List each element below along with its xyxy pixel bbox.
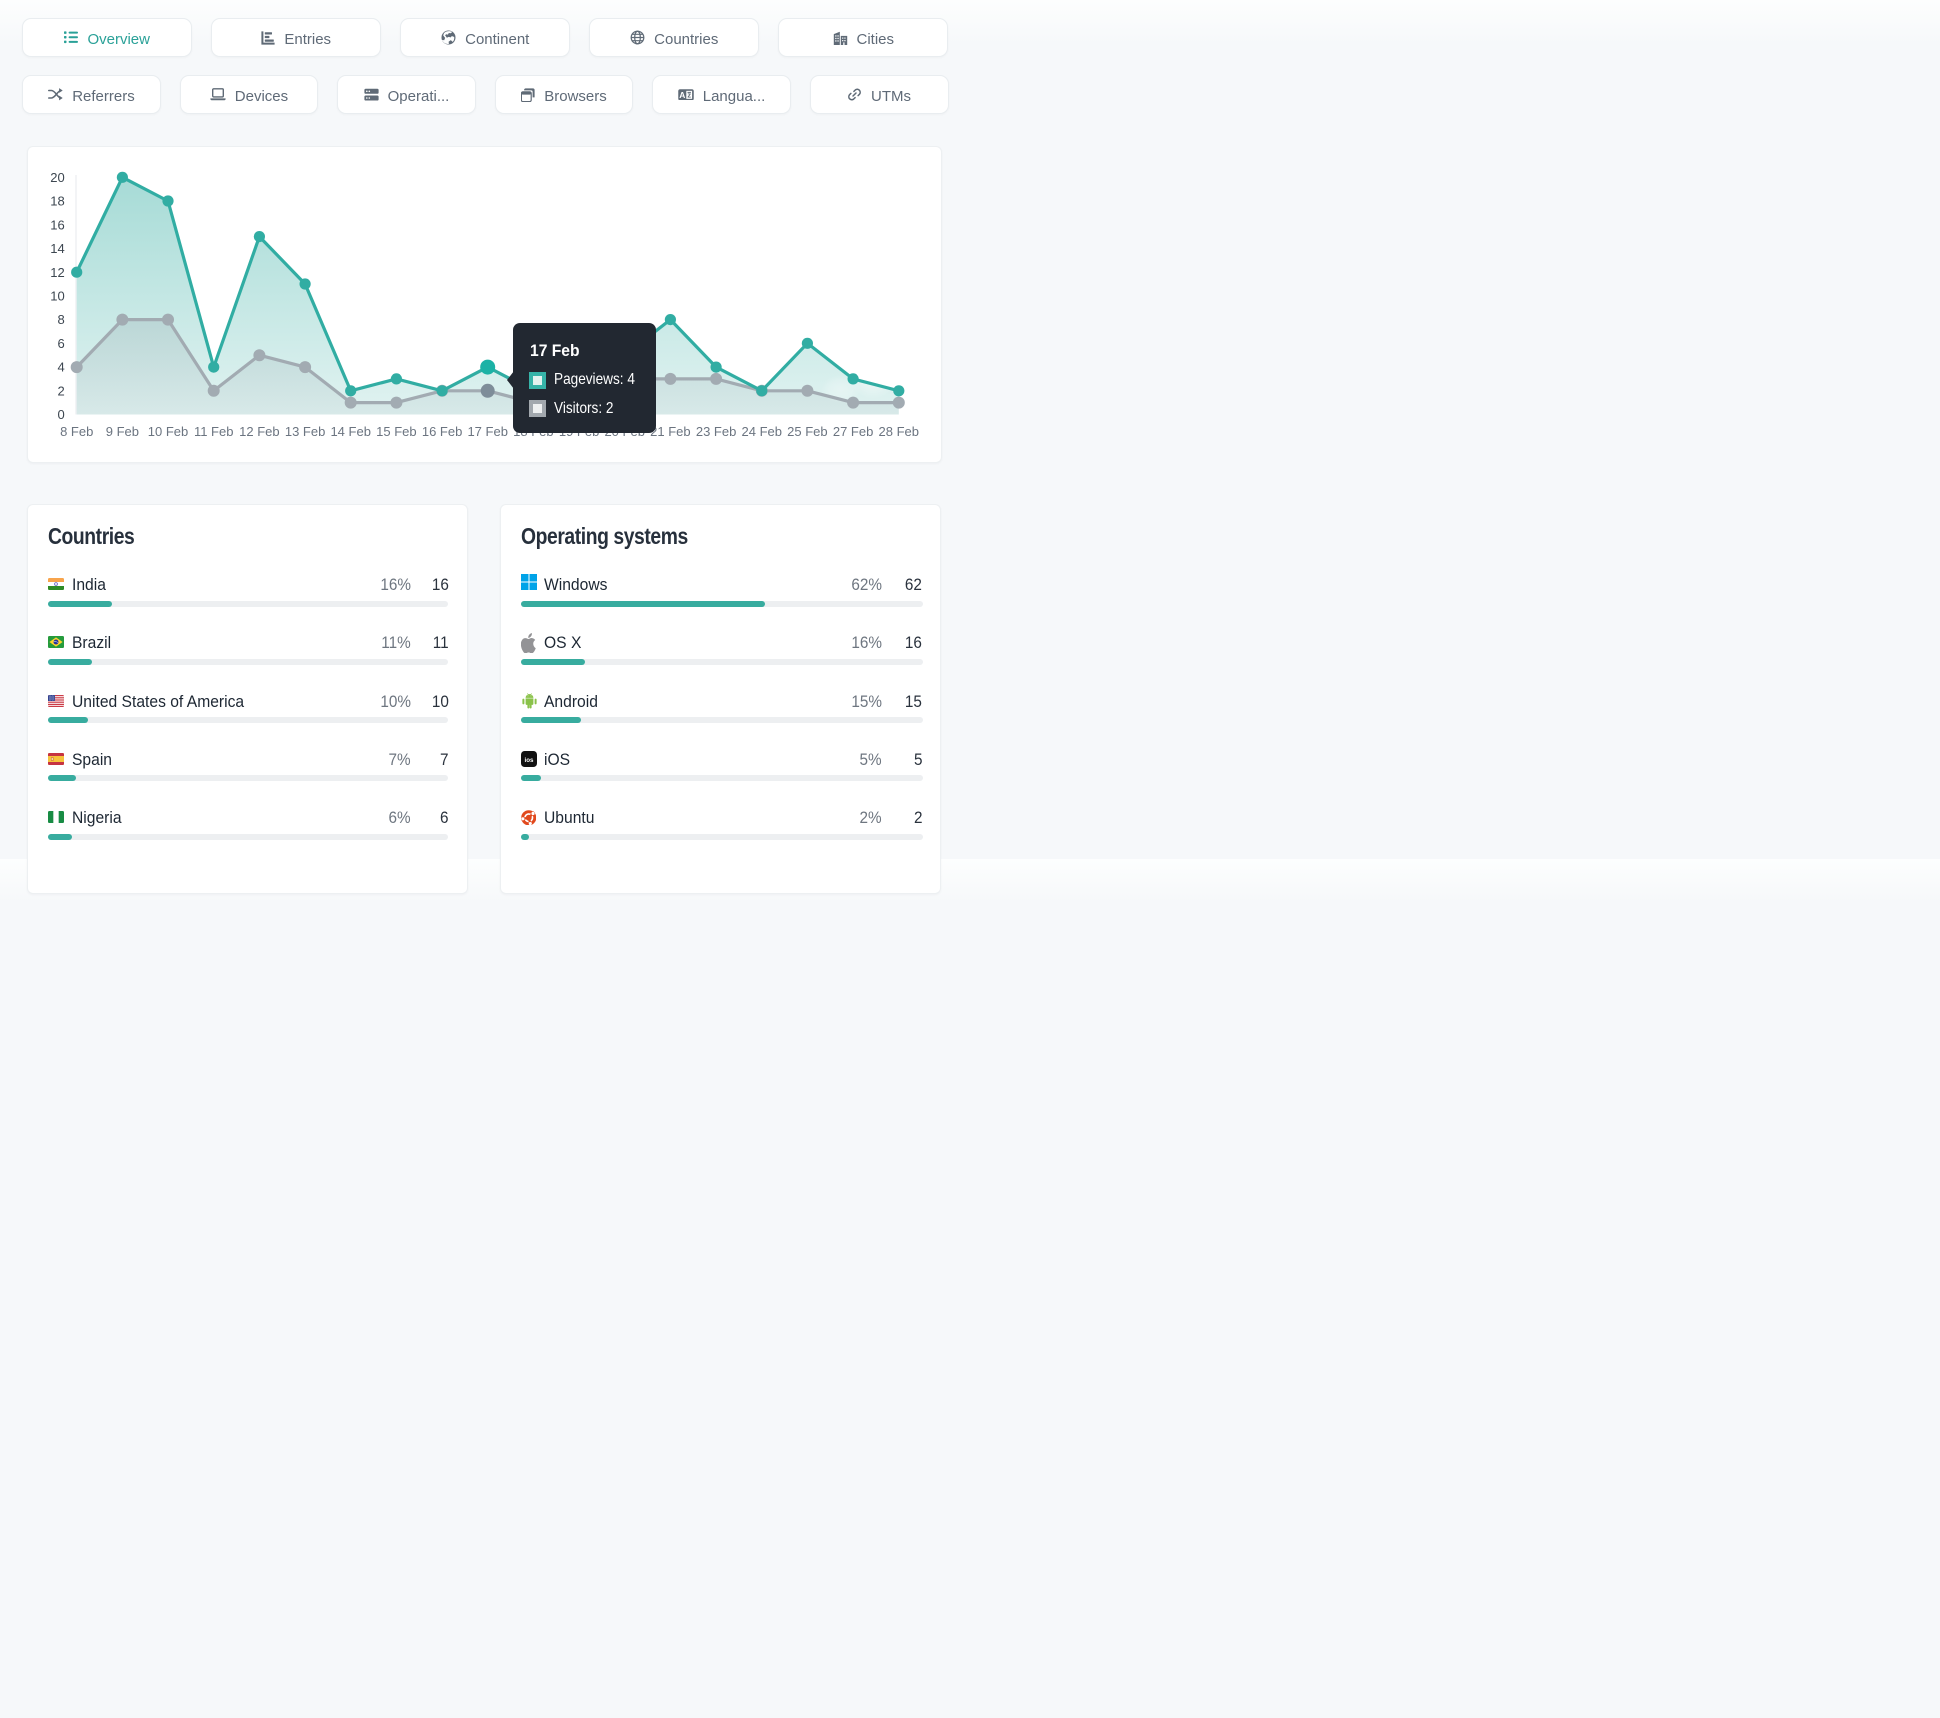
svg-text:z: z [687, 90, 691, 99]
svg-text:21 Feb: 21 Feb [650, 424, 690, 439]
svg-text:24 Feb: 24 Feb [742, 424, 782, 439]
svg-text:23 Feb: 23 Feb [696, 424, 736, 439]
svg-text:8: 8 [58, 312, 65, 327]
svg-text:10: 10 [51, 289, 65, 304]
svg-text:16 Feb: 16 Feb [422, 424, 462, 439]
svg-text:17 Feb: 17 Feb [468, 424, 508, 439]
svg-text:9 Feb: 9 Feb [106, 424, 139, 439]
svg-text:12: 12 [51, 265, 65, 280]
svg-text:4: 4 [58, 360, 65, 375]
svg-text:20: 20 [51, 170, 65, 185]
svg-text:11 Feb: 11 Feb [194, 424, 234, 439]
svg-text:18: 18 [51, 194, 65, 209]
svg-text:27 Feb: 27 Feb [833, 424, 873, 439]
svg-text:16: 16 [51, 217, 65, 232]
svg-text:13 Feb: 13 Feb [285, 424, 325, 439]
svg-text:2: 2 [58, 383, 65, 398]
svg-text:14: 14 [51, 241, 65, 256]
svg-text:12 Feb: 12 Feb [239, 424, 279, 439]
svg-text:28 Feb: 28 Feb [879, 424, 919, 439]
svg-text:14 Feb: 14 Feb [331, 424, 371, 439]
svg-text:0: 0 [58, 407, 65, 422]
svg-text:8 Feb: 8 Feb [60, 424, 93, 439]
svg-text:ios: ios [525, 757, 534, 764]
svg-text:10 Feb: 10 Feb [148, 424, 188, 439]
svg-text:25 Feb: 25 Feb [787, 424, 827, 439]
svg-text:6: 6 [58, 336, 65, 351]
svg-text:A: A [679, 90, 685, 100]
svg-text:15 Feb: 15 Feb [376, 424, 416, 439]
